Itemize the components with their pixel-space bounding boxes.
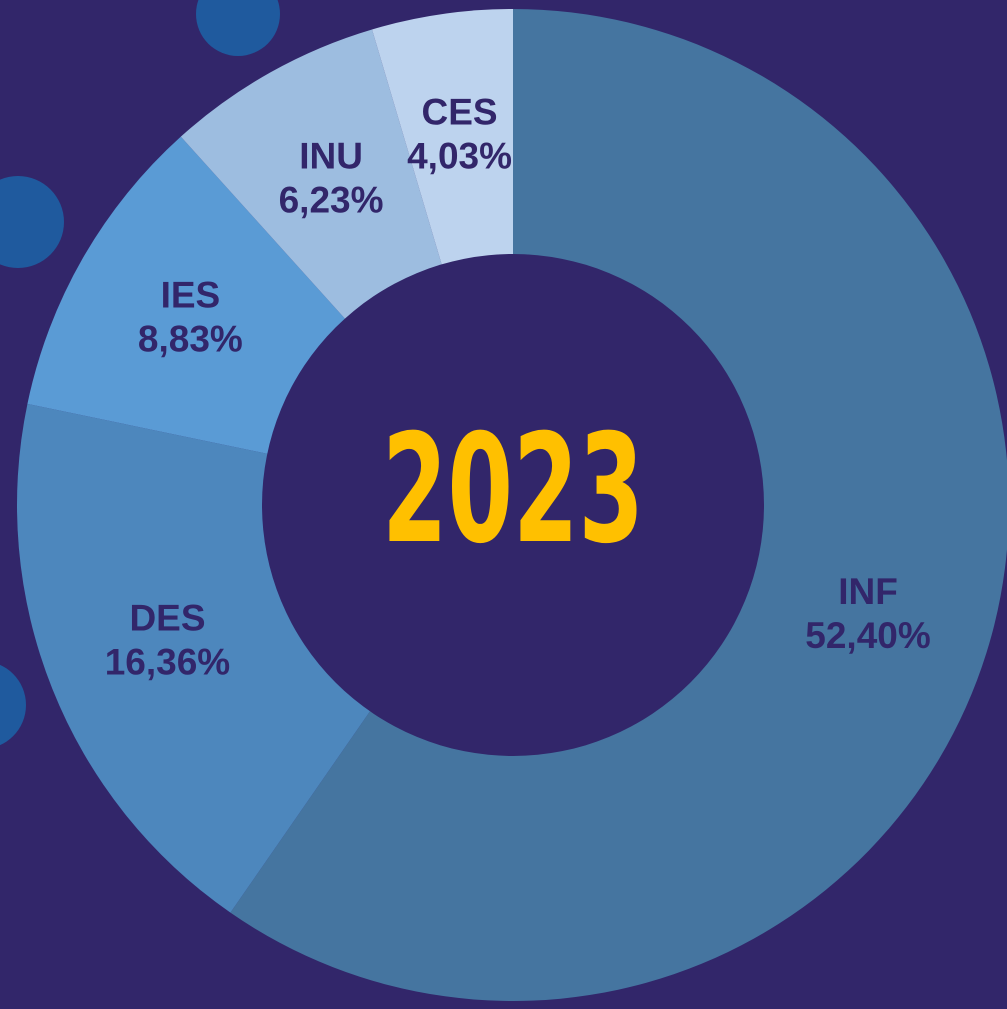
decor-icons — [0, 0, 280, 746]
category-label: INU — [299, 135, 363, 176]
icon — [196, 0, 280, 56]
icon — [0, 664, 26, 746]
donut-hole — [262, 254, 764, 756]
center-label: 2023 — [382, 403, 644, 577]
icon — [0, 176, 64, 268]
category-label: INF — [838, 571, 898, 612]
value-label: 52,40% — [805, 615, 931, 656]
value-label: 8,83% — [138, 319, 243, 360]
category-label: CES — [422, 92, 498, 133]
value-label: 6,23% — [279, 179, 384, 220]
category-label: IES — [161, 275, 221, 316]
value-label: 4,03% — [407, 136, 512, 177]
category-label: DES — [129, 598, 205, 639]
value-label: 16,36% — [105, 642, 231, 683]
